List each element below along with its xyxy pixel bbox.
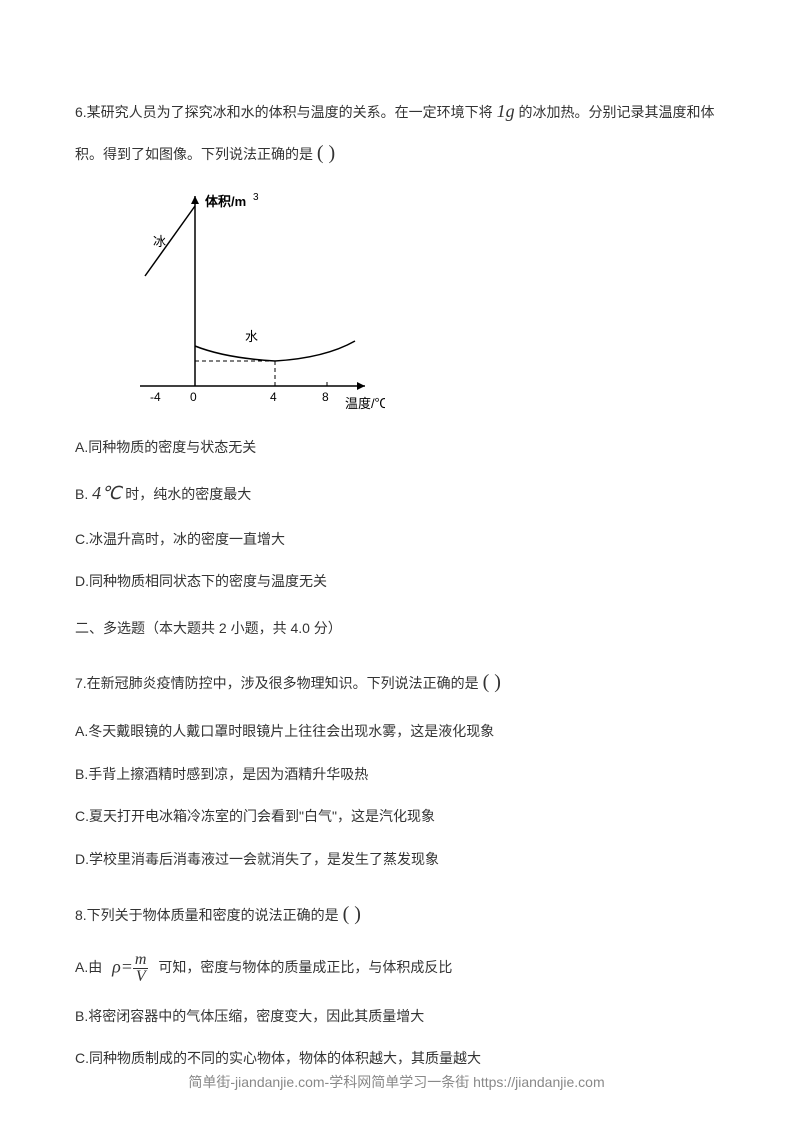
q6-B-temp: 4℃ xyxy=(92,483,121,503)
svg-text:4: 4 xyxy=(270,390,277,404)
q6-choice-D: D.同种物质相同状态下的密度与温度无关 xyxy=(75,570,718,592)
q6-mid: 的冰加热。分别记录其温度和体 xyxy=(518,104,714,120)
q8-A-post: 可知，密度与物体的质量成正比，与体积成反比 xyxy=(158,959,452,975)
q6-B-post: 时，纯水的密度最大 xyxy=(125,486,251,502)
q6-choice-B: B. 4℃ 时，纯水的密度最大 xyxy=(75,479,718,508)
q7-text: 7.在新冠肺炎疫情防控中，涉及很多物理知识。下列说法正确的是 xyxy=(75,675,479,691)
q6-choice-C: C.冰温升高时，冰的密度一直增大 xyxy=(75,528,718,550)
q8-text: 8.下列关于物体质量和密度的说法正确的是 xyxy=(75,907,339,923)
q6-line1: 6.某研究人员为了探究冰和水的体积与温度的关系。在一定环境下将 1g 的冰加热。… xyxy=(75,95,718,127)
q8-A-rho: ρ= xyxy=(112,957,133,977)
volume-temp-chart: 体积/m 3 温度/℃ -4 0 4 8 冰水 xyxy=(125,186,385,416)
q8-A-frac: mV xyxy=(133,952,149,985)
q6-chart: 体积/m 3 温度/℃ -4 0 4 8 冰水 xyxy=(125,186,385,416)
svg-text:体积/m: 体积/m xyxy=(205,194,246,209)
svg-text:3: 3 xyxy=(253,192,259,203)
q7-choice-C: C.夏天打开电冰箱冷冻室的门会看到"白气"，这是汽化现象 xyxy=(75,805,718,827)
svg-text:冰: 冰 xyxy=(153,234,166,249)
q6-mass: 1g xyxy=(497,101,515,121)
q8-A-den: V xyxy=(133,969,149,985)
svg-text:8: 8 xyxy=(322,390,329,404)
q8-paren: ( ) xyxy=(343,903,361,925)
q8-choice-C: C.同种物质制成的不同的实心物体，物体的体积越大，其质量越大 xyxy=(75,1047,718,1069)
q8-choice-B: B.将密闭容器中的气体压缩，密度变大，因此其质量增大 xyxy=(75,1005,718,1027)
q6-B-pre: B. xyxy=(75,486,88,502)
q6-line2-wrap: 积。得到了如图像。下列说法正确的是 ( ) xyxy=(75,135,718,171)
q6-line2: 积。得到了如图像。下列说法正确的是 xyxy=(75,146,313,162)
svg-text:水: 水 xyxy=(245,329,258,344)
q7-choice-A: A.冬天戴眼镜的人戴口罩时眼镜片上往往会出现水雾，这是液化现象 xyxy=(75,720,718,742)
q6-paren: ( ) xyxy=(317,142,335,164)
q8-A-pre: A.由 xyxy=(75,959,102,975)
svg-text:0: 0 xyxy=(190,390,197,404)
q6-prefix: 6.某研究人员为了探究冰和水的体积与温度的关系。在一定环境下将 xyxy=(75,104,493,120)
svg-text:温度/℃: 温度/℃ xyxy=(345,396,385,411)
q8-text-wrap: 8.下列关于物体质量和密度的说法正确的是 ( ) xyxy=(75,896,718,932)
section-2-header: 二、多选题（本大题共 2 小题，共 4.0 分） xyxy=(75,618,718,638)
q6-choice-A: A.同种物质的密度与状态无关 xyxy=(75,436,718,458)
q8-choice-A: A.由 ρ=mV 可知，密度与物体的质量成正比，与体积成反比 xyxy=(75,952,718,985)
q7-choice-B: B.手背上擦酒精时感到凉，是因为酒精升华吸热 xyxy=(75,763,718,785)
q8-A-formula: ρ=mV xyxy=(112,952,148,985)
q8-A-num: m xyxy=(133,952,149,969)
q7-paren: ( ) xyxy=(483,671,501,693)
q7-text-wrap: 7.在新冠肺炎疫情防控中，涉及很多物理知识。下列说法正确的是 ( ) xyxy=(75,664,718,700)
svg-text:-4: -4 xyxy=(150,390,161,404)
page-footer: 简单街-jiandanjie.com-学科网简单学习一条街 https://ji… xyxy=(0,1072,793,1092)
q7-choice-D: D.学校里消毒后消毒液过一会就消失了，是发生了蒸发现象 xyxy=(75,848,718,870)
